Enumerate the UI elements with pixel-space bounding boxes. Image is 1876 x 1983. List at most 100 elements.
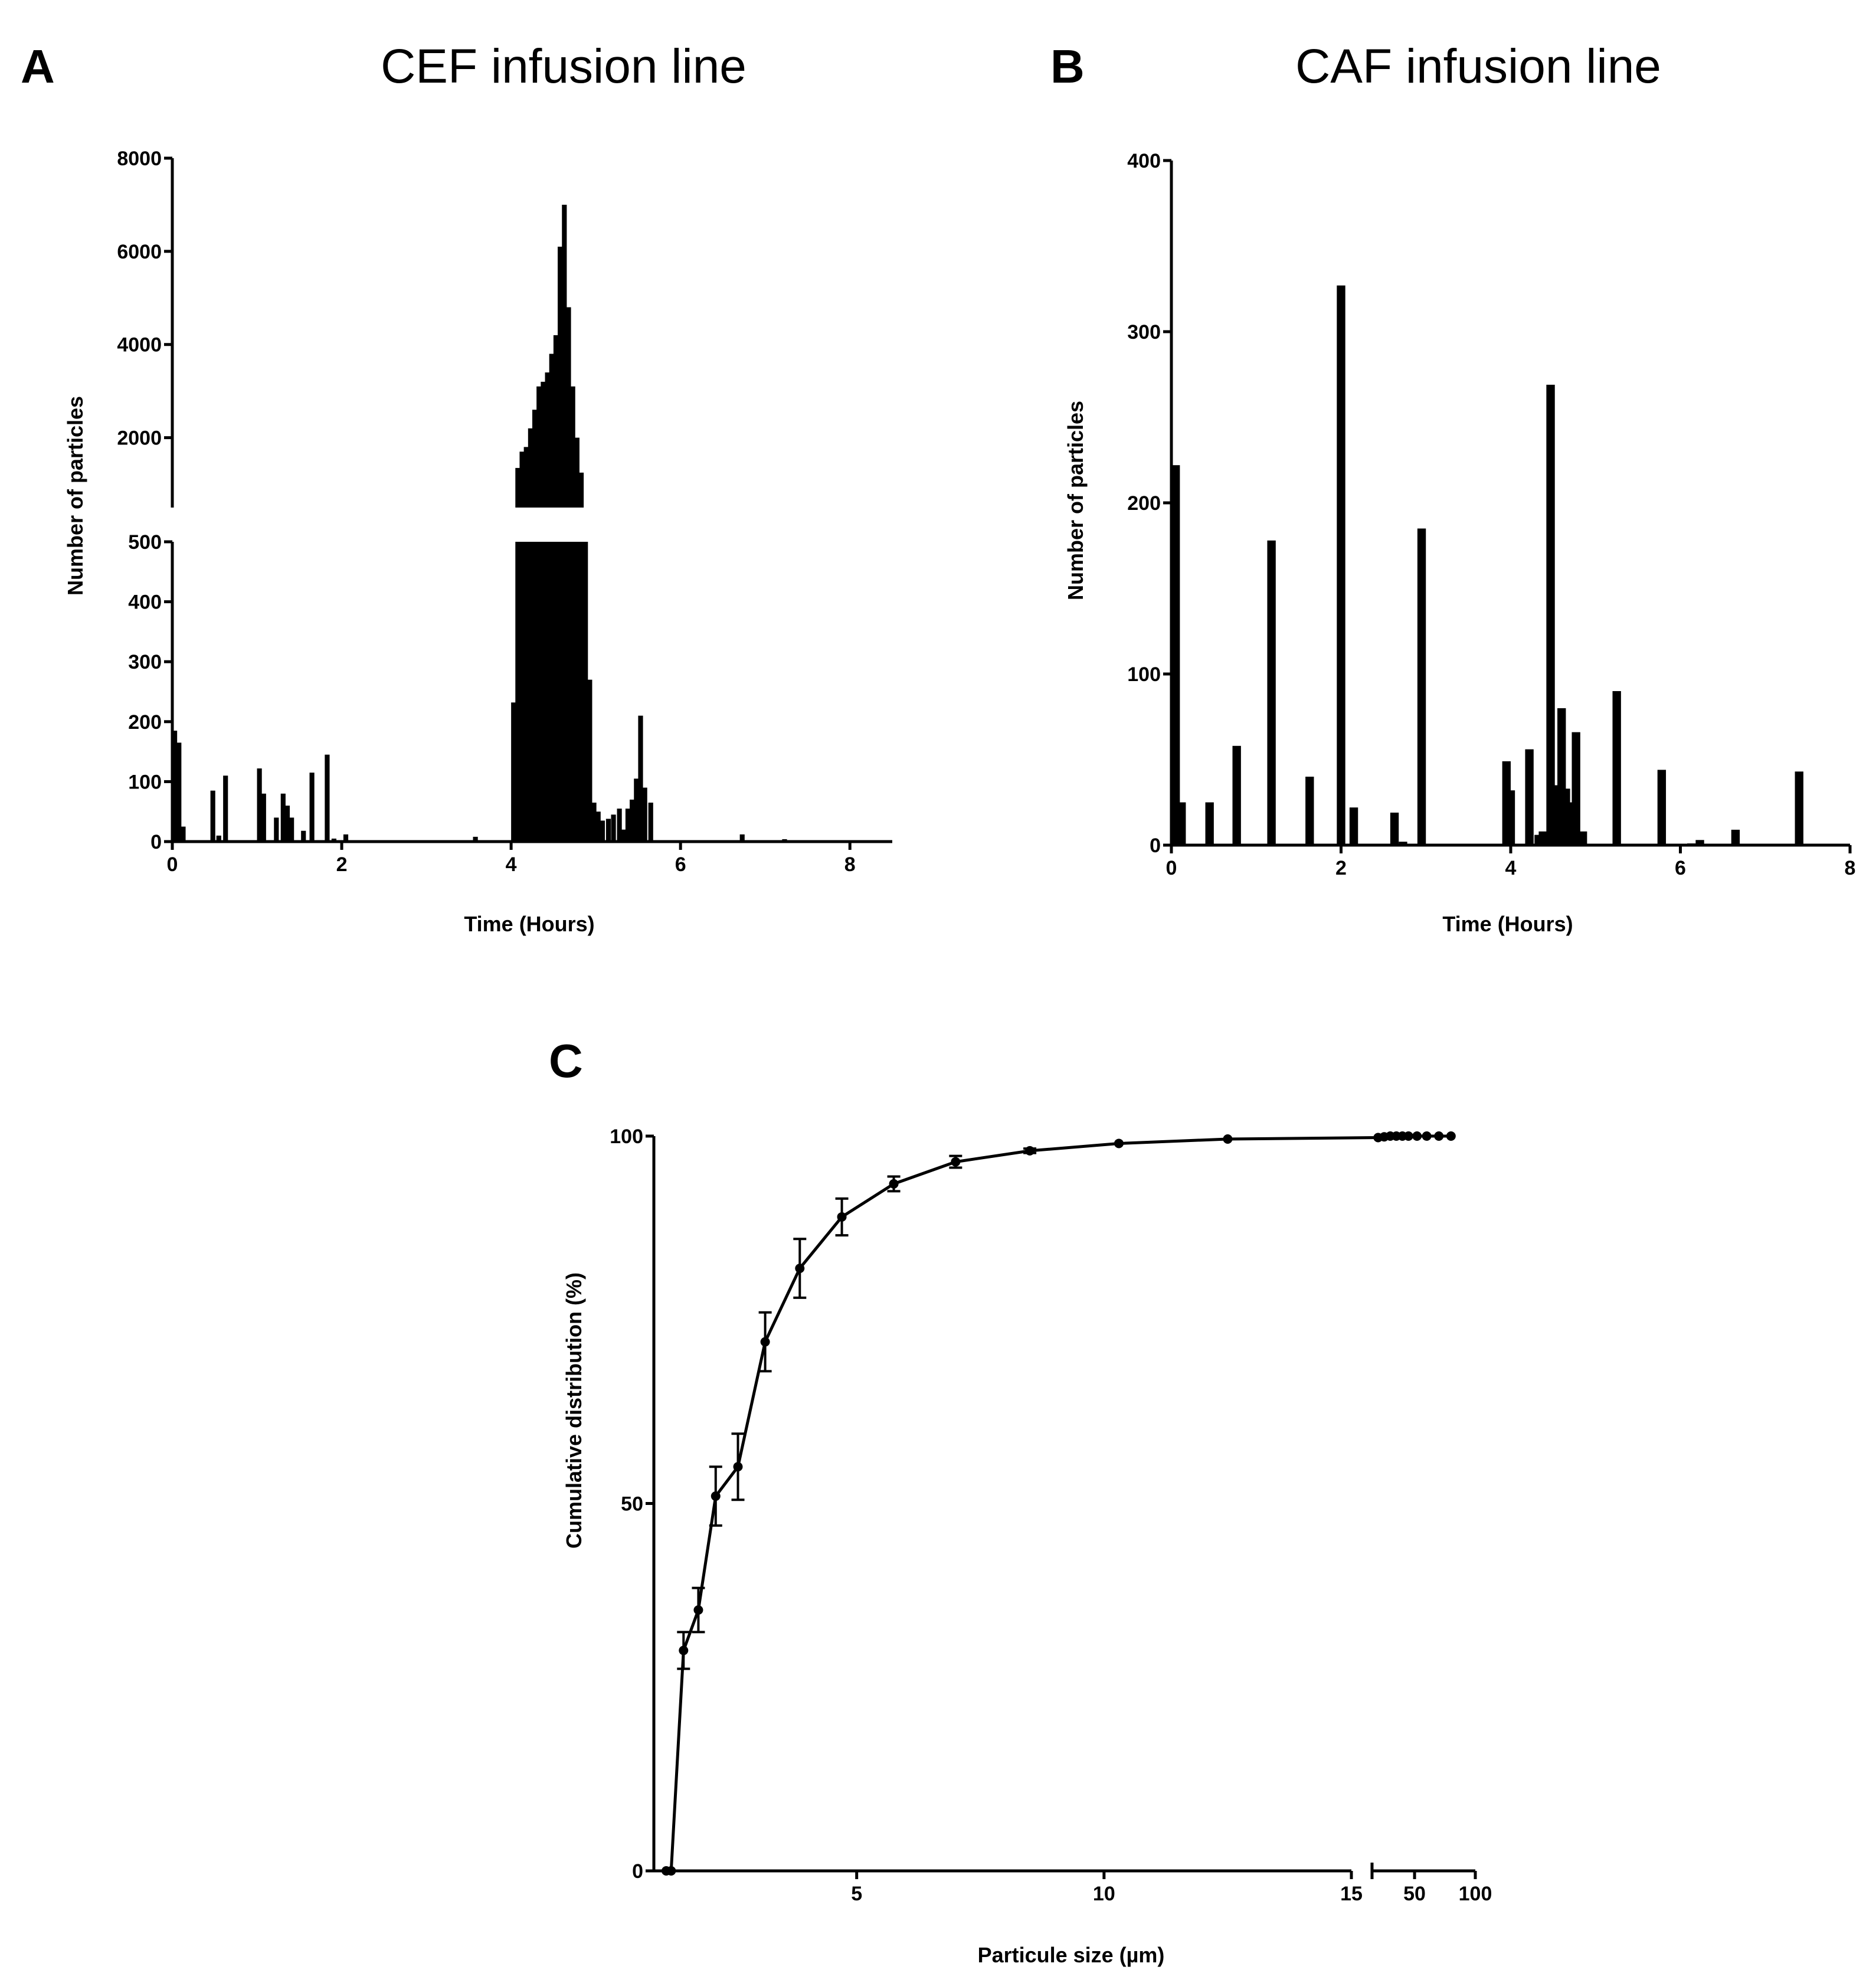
panel-a-bar [630,799,635,842]
panel-b-bar [1795,771,1803,845]
panel-a-bar-upper [515,467,520,508]
panel-a-bar [638,715,643,842]
panel-b-y-tick-label: 300 [1127,321,1161,343]
panel-b-x-tick-label: 4 [1505,857,1517,879]
panel-c-point [795,1264,805,1274]
panel-b-title: CAF infusion line [1295,40,1661,93]
panel-b-x-tick-label: 2 [1335,857,1347,879]
panel-a-bar [261,793,266,842]
panel-a-bar-upper [558,246,563,508]
panel-b-bar [1267,540,1276,845]
panel-c: C Cumulative distribution (%) Particule … [549,1035,1492,1967]
panel-c-point [711,1491,721,1501]
panel-a-bar [216,835,221,842]
panel-a-y-tick-label: 2000 [117,427,162,450]
panel-c-x-tick-label: 50 [1403,1883,1426,1905]
panel-c-point [733,1462,743,1472]
panel-a-bar [553,542,559,842]
panel-c-point [679,1645,689,1655]
panel-a-bar [523,542,529,842]
panel-a-y-tick-label: 500 [128,531,162,554]
panel-a-bar [648,802,653,842]
panel-a-bar [545,542,550,842]
panel-a-title: CEF infusion line [381,40,747,93]
panel-a-y-tick-label: 0 [150,831,162,853]
panel-a-bar [605,819,611,842]
panel-a-bar-upper [574,437,580,508]
panel-a-y-tick-label: 8000 [117,148,162,170]
panel-a-bar [611,814,616,842]
panel-c-point [951,1157,961,1167]
panel-a-bar [600,820,605,842]
panel-a-bar [634,778,639,842]
panel-a-bar [515,542,520,842]
panel-b-bar [1571,732,1580,845]
panel-b-bar [1506,790,1515,845]
panel-a-bar [181,826,186,842]
panel-c-point [1412,1131,1422,1141]
panel-a-x-tick-label: 2 [336,853,348,876]
panel-b-bar [1390,812,1399,845]
panel-a: A CEF infusion line Number of particles … [21,40,892,936]
panel-a-bar [562,542,567,842]
panel-a-bar [473,836,478,842]
panel-b-letter: B [1050,40,1085,93]
panel-a-bar [309,773,315,842]
panel-a-bar [591,802,597,842]
panel-a-bar-upper [549,354,554,508]
panel-a-y-tick-label: 200 [128,711,162,734]
panel-c-point [760,1337,770,1347]
panel-a-x-tick-label: 6 [675,853,686,876]
panel-c-point [1114,1138,1124,1148]
panel-a-bar [578,542,584,842]
panel-a-bar [274,817,279,842]
panel-b-bar [1205,802,1214,845]
panel-c-line-layer [666,1134,1451,1873]
panel-c-point [693,1605,703,1615]
panel-c-point [1223,1134,1233,1144]
panel-a-bar [583,542,588,842]
panel-c-error-bars [677,1147,1037,1670]
panel-a-y-tick-label: 6000 [117,241,162,263]
panel-a-bar [280,793,286,842]
panel-b-bar [1687,843,1696,845]
panel-b-bar [1232,745,1241,845]
panel-c-point [1025,1146,1035,1156]
panel-a-bar [549,542,554,842]
panel-b-bar [1525,749,1534,845]
panel-b-y-tick-label: 400 [1127,150,1161,172]
panel-a-bar [536,542,542,842]
panel-a-bar [257,768,262,842]
panel-c-points [661,1131,1456,1876]
panel-a-bar [331,838,337,842]
panel-b: B CAF infusion line Number of particles … [1050,40,1855,936]
panel-b-bar [1731,829,1740,845]
panel-c-point [1422,1131,1432,1141]
panel-b-bar [1695,840,1704,845]
panel-a-bar [176,742,182,842]
panel-a-bar-upper [523,447,529,508]
panel-a-bar-upper [566,307,571,508]
panel-c-x-axis-label: Particule size (µm) [978,1943,1165,1967]
panel-a-bar [223,775,228,842]
panel-c-x-tick-label: 10 [1093,1883,1115,1905]
panel-a-y-tick-label: 100 [128,771,162,793]
panel-b-bar [1579,831,1587,845]
panel-a-bar [325,754,330,842]
panel-a-bar [511,702,516,842]
panel-b-y-axis-label: Number of particles [1063,401,1088,600]
panel-a-bar [172,731,178,842]
panel-c-y-tick-label: 100 [610,1125,643,1148]
panel-a-bar [782,839,787,842]
panel-b-bar [1612,691,1621,845]
panel-a-y-axis-label: Number of particles [63,396,87,595]
panel-a-bar [284,806,290,842]
panel-a-bar [528,542,533,842]
panel-b-y-tick-label: 200 [1127,492,1161,515]
panel-b-bar [1337,285,1345,845]
panel-a-bar [558,542,563,842]
panel-c-point [837,1212,847,1222]
panel-a-y-tick-label: 4000 [117,334,162,356]
panel-a-bar [541,542,546,842]
panel-a-bar-upper [553,335,559,508]
